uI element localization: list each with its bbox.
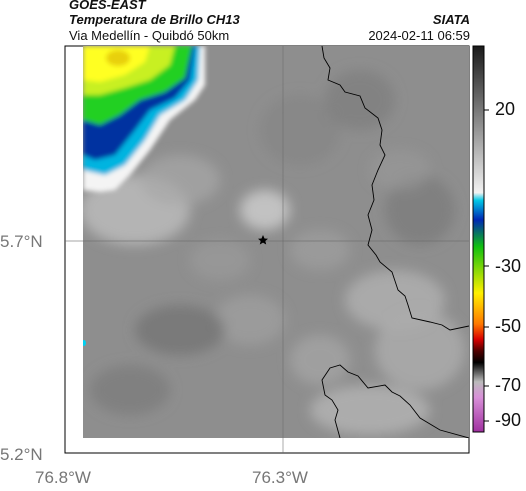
colorbar-tick-label: -90 bbox=[495, 410, 522, 430]
satellite-image bbox=[83, 46, 469, 438]
border-lines bbox=[321, 46, 469, 438]
datetime-label: 2024-02-11 06:59 bbox=[368, 28, 470, 43]
star-marker-icon bbox=[258, 235, 268, 245]
colorbar-tick-label: 20 bbox=[495, 99, 516, 119]
route-subtitle: Via Medellín - Quibdó 50km bbox=[69, 28, 230, 43]
y-tick-label: 5.2°N bbox=[0, 445, 43, 464]
colorbar-tick-label: -50 bbox=[495, 316, 522, 336]
x-tick-label: 76.3°W bbox=[252, 468, 308, 487]
y-tick-label: 5.7°N bbox=[0, 232, 43, 251]
colorbar bbox=[472, 45, 485, 433]
colorbar-tick-label: -30 bbox=[495, 256, 522, 276]
organization-label: SIATA bbox=[432, 12, 470, 27]
x-tick-label: 76.8°W bbox=[35, 468, 91, 487]
colorbar-tick-label: -70 bbox=[495, 375, 522, 395]
product-title: Temperatura de Brillo CH13 bbox=[69, 12, 240, 27]
satellite-title: GOES-EAST bbox=[69, 0, 146, 12]
